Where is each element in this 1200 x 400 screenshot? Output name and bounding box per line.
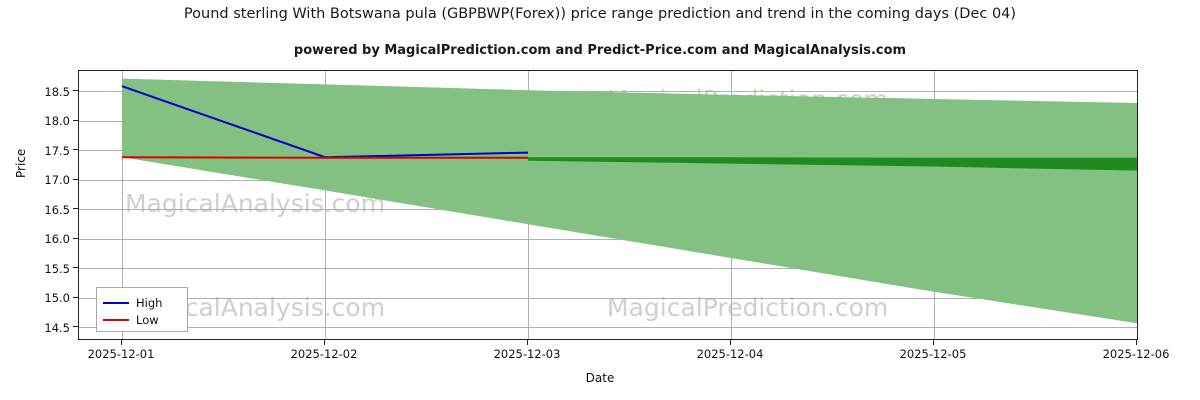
y-tick-mark	[73, 120, 78, 121]
x-tick-label: 2025-12-03	[493, 347, 561, 361]
x-tick-label: 2025-12-01	[87, 347, 155, 361]
y-tick-label: 17.0	[44, 173, 70, 187]
y-tick-mark	[73, 238, 78, 239]
y-tick-mark	[73, 149, 78, 150]
grid-line-vertical	[122, 71, 123, 339]
y-tick-label: 14.5	[44, 321, 70, 335]
x-axis-label: Date	[585, 371, 615, 385]
y-tick-label: 16.5	[44, 203, 70, 217]
x-tick-label: 2025-12-06	[1102, 347, 1170, 361]
x-tick-mark	[527, 340, 528, 345]
legend-swatch-high	[103, 302, 129, 304]
grid-line-horizontal	[79, 239, 1137, 240]
x-tick-mark	[1136, 340, 1137, 345]
y-tick-mark	[73, 179, 78, 180]
y-tick-label: 18.0	[44, 114, 70, 128]
x-tick-label: 2025-12-05	[899, 347, 967, 361]
y-tick-mark	[73, 90, 78, 91]
y-tick-label: 15.5	[44, 262, 70, 276]
grid-line-horizontal	[79, 268, 1137, 269]
y-tick-mark	[73, 208, 78, 209]
chart-title: Pound sterling With Botswana pula (GBPBW…	[183, 6, 1017, 22]
x-tick-mark	[121, 340, 122, 345]
grid-line-vertical	[325, 71, 326, 339]
grid-line-horizontal	[79, 91, 1137, 92]
outer-range-band	[122, 78, 1137, 324]
y-tick-label: 17.5	[44, 144, 70, 158]
chart-subtitle: powered by MagicalPrediction.com and Pre…	[293, 43, 907, 58]
x-tick-mark	[730, 340, 731, 345]
low-series-line	[121, 156, 528, 159]
y-tick-label: 18.5	[44, 85, 70, 99]
x-tick-label: 2025-12-02	[290, 347, 358, 361]
plot-area: MagicalAnalysis.com MagicalPrediction.co…	[78, 70, 1138, 340]
x-tick-label: 2025-12-04	[696, 347, 764, 361]
inner-range-band	[528, 157, 1137, 171]
y-tick-mark	[73, 326, 78, 327]
grid-line-horizontal	[79, 327, 1137, 328]
series-layer	[121, 78, 1137, 324]
legend: High Low	[96, 287, 188, 332]
y-tick-mark	[73, 297, 78, 298]
x-tick-mark	[933, 340, 934, 345]
legend-label-high: High	[136, 296, 163, 310]
grid-line-horizontal	[79, 298, 1137, 299]
y-tick-label: 16.0	[44, 232, 70, 246]
legend-swatch-low	[103, 319, 129, 321]
legend-label-low: Low	[136, 313, 159, 327]
y-tick-label: 15.0	[44, 291, 70, 305]
x-tick-mark	[324, 340, 325, 345]
legend-entry-low: Low	[103, 312, 159, 328]
grid-line-vertical	[1137, 71, 1138, 339]
legend-entry-high: High	[103, 295, 162, 311]
y-tick-mark	[73, 267, 78, 268]
